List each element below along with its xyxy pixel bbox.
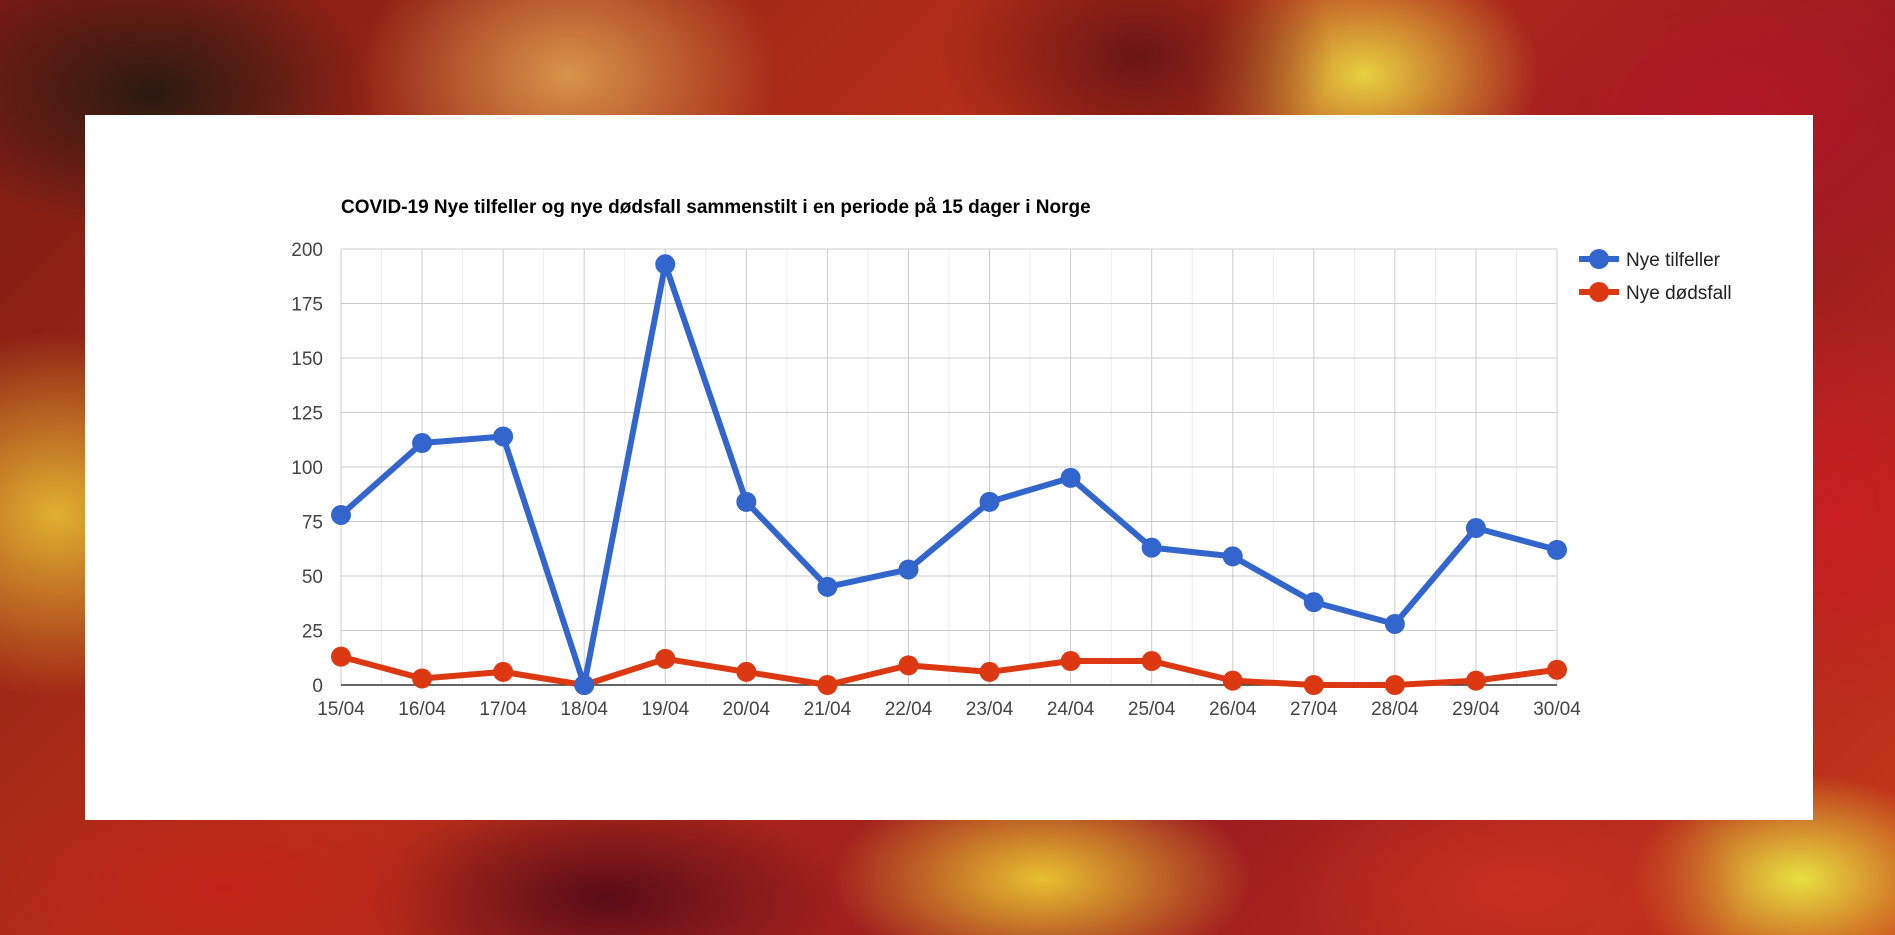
series-1-point <box>1547 659 1567 680</box>
series-0-point <box>1465 518 1486 539</box>
series-0-point <box>1060 467 1081 488</box>
x-tick-label: 26/04 <box>1209 699 1257 720</box>
series-1-point <box>1222 670 1243 691</box>
series-1-point <box>331 646 351 667</box>
y-tick-label: 50 <box>302 567 323 588</box>
x-tick-label: 16/04 <box>398 699 446 720</box>
chart-title: COVID-19 Nye tilfeller og nye dødsfall s… <box>341 197 1091 218</box>
chart-card: 0 25 50 75 100 125 150 175 200 15/04 16/04 17/04 18… <box>85 115 1813 820</box>
series-0-point <box>1222 546 1243 567</box>
legend-swatch-dot <box>1589 282 1609 302</box>
series-0-point <box>493 426 514 447</box>
series-0-point <box>655 254 676 275</box>
x-tick-label: 20/04 <box>723 699 771 720</box>
series-0-point <box>412 433 433 454</box>
y-tick-label: 75 <box>302 513 323 534</box>
series-1-point <box>412 668 433 689</box>
series-1-point <box>1060 651 1081 672</box>
x-tick-label: 30/04 <box>1533 699 1581 720</box>
series-1-point <box>1465 670 1486 691</box>
x-tick-label: 15/04 <box>317 699 365 720</box>
series-0-point <box>1384 613 1405 634</box>
x-tick-label: 24/04 <box>1047 699 1095 720</box>
x-tick-label: 22/04 <box>885 699 933 720</box>
series-0-point <box>817 576 838 597</box>
legend-label: Nye tilfeller <box>1626 250 1721 271</box>
series-1-point <box>655 648 676 669</box>
x-tick-label: 29/04 <box>1452 699 1500 720</box>
x-tick-label: 21/04 <box>804 699 852 720</box>
x-tick-label: 27/04 <box>1290 699 1338 720</box>
series-1-point <box>1384 675 1405 695</box>
series-0-point <box>1141 537 1162 558</box>
series-1-point <box>979 661 1000 682</box>
y-tick-label: 200 <box>291 240 323 261</box>
series-1-point <box>898 655 919 676</box>
y-tick-label: 0 <box>312 676 323 697</box>
x-tick-label: 23/04 <box>966 699 1014 720</box>
y-tick-label: 125 <box>291 404 323 425</box>
series-line-0 <box>339 261 1558 688</box>
x-tick-label: 17/04 <box>479 699 527 720</box>
series-0-point <box>574 675 595 695</box>
y-tick-label: 25 <box>302 622 323 643</box>
y-tick-label: 150 <box>291 349 323 370</box>
series-0-point <box>331 504 351 525</box>
series-0-point <box>979 491 1000 512</box>
series-1-point <box>736 661 757 682</box>
line-chart: 0 25 50 75 100 125 150 175 200 15/04 16/04 17/04 18… <box>291 197 1732 720</box>
series-1-point <box>1303 675 1324 695</box>
x-tick-label: 19/04 <box>641 699 689 720</box>
series-1-point <box>817 675 838 695</box>
x-tick-label: 25/04 <box>1128 699 1176 720</box>
legend-label: Nye dødsfall <box>1626 283 1732 304</box>
legend-swatch-dot <box>1589 249 1609 269</box>
series-0-point <box>1303 592 1324 613</box>
y-tick-label: 175 <box>291 295 323 316</box>
series-1-point <box>1141 651 1162 672</box>
series-1-point <box>493 661 514 682</box>
x-tick-label: 18/04 <box>560 699 608 720</box>
series-0-point <box>736 491 757 512</box>
series-0-point <box>898 559 919 580</box>
series-line-1 <box>340 653 1558 688</box>
y-tick-label: 100 <box>291 458 323 479</box>
series-0-point <box>1547 539 1567 560</box>
x-tick-label: 28/04 <box>1371 699 1419 720</box>
